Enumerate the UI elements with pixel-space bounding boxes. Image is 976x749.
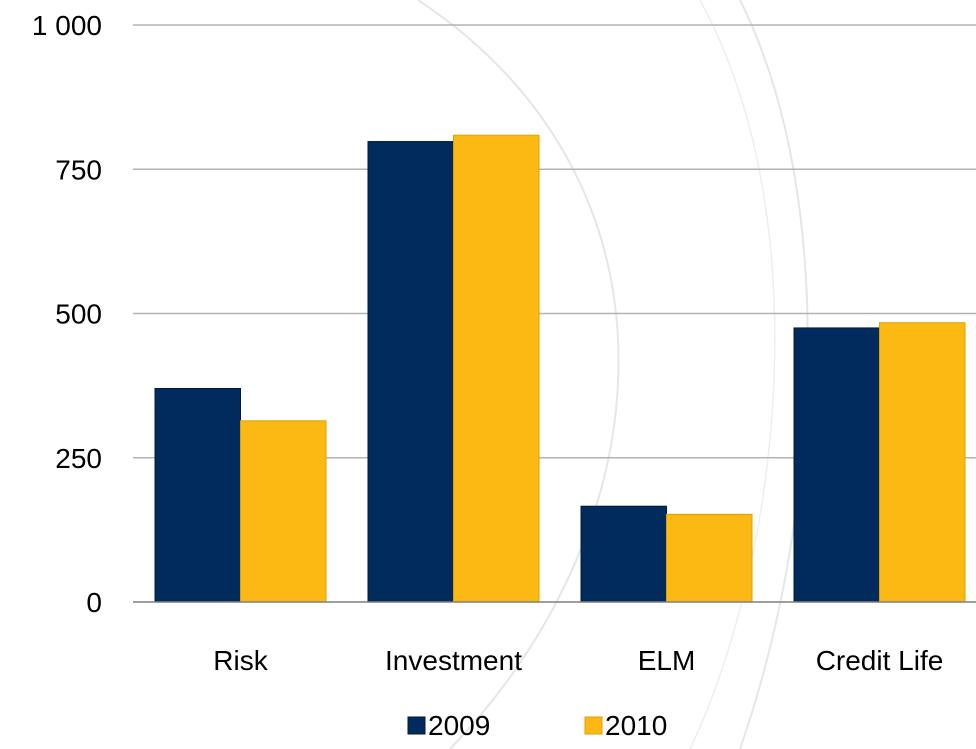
bar-2010-credit-life — [879, 322, 966, 603]
bar-2009-risk — [154, 388, 241, 603]
bar-2010-risk — [240, 420, 327, 603]
y-axis-tick-labels: 0 250 500 750 1 000 — [32, 10, 102, 618]
y-tick-label: 1 000 — [32, 10, 102, 41]
legend: 2009 2010 — [407, 710, 667, 741]
y-tick-label: 0 — [86, 587, 102, 618]
x-tick-label: ELM — [638, 645, 696, 676]
y-tick-label: 750 — [55, 154, 102, 185]
bars — [154, 134, 966, 603]
legend-swatch-2010 — [584, 716, 603, 735]
x-tick-label: Credit Life — [816, 645, 944, 676]
x-axis-category-labels: Risk Investment ELM Credit Life — [213, 645, 943, 676]
y-tick-label: 250 — [55, 443, 102, 474]
y-tick-label: 500 — [55, 299, 102, 330]
x-tick-label: Risk — [213, 645, 268, 676]
legend-label-2010: 2010 — [605, 710, 667, 741]
legend-label-2009: 2009 — [428, 710, 490, 741]
legend-swatch-2009 — [407, 716, 426, 735]
bar-2010-investment — [453, 134, 540, 603]
bar-2009-elm — [580, 505, 667, 603]
bar-2009-credit-life — [793, 327, 880, 603]
x-tick-label: Investment — [385, 645, 522, 676]
bar-2009-investment — [367, 141, 454, 603]
bar-2010-elm — [666, 513, 753, 603]
